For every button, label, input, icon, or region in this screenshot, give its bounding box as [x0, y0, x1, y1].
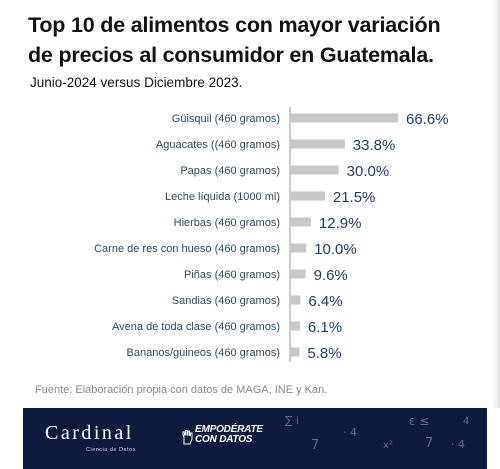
- title-line-2: de precios al consumidor en Guatemala.: [28, 43, 434, 67]
- bar: [290, 113, 398, 123]
- bar-chart: Güisquil (460 gramos) 66.6% Aguacates ((46…: [94, 107, 449, 362]
- category-label: Hierbas (460 gramos): [174, 217, 280, 229]
- data-label: 10.0%: [314, 241, 357, 258]
- decor-formula-6: 7: [425, 436, 434, 451]
- decor-formula-2: 7: [311, 438, 320, 453]
- bar: [290, 269, 306, 279]
- data-label: 9.6%: [314, 267, 348, 284]
- data-label: 12.9%: [319, 215, 362, 232]
- category-label: Avena de toda clase (460 gramos): [112, 321, 280, 333]
- data-label: 6.1%: [308, 319, 342, 336]
- empoderate-logo: EMPODÉRATE CON DATOS: [195, 425, 263, 445]
- source-note: Fuente: Elaboración propia con datos de …: [35, 384, 328, 396]
- category-label: Aguacates ((460 gramos): [156, 139, 280, 151]
- decor-formula-4: x²: [383, 440, 393, 451]
- chart-title: Top 10 de alimentos con mayor variación …: [28, 10, 498, 70]
- bar: [290, 243, 307, 253]
- footer-banner: Cardinal Ciencia de Datos EMPODÉRATE CON…: [23, 408, 487, 469]
- decor-formula-3: · 4: [343, 426, 357, 439]
- bar: [290, 321, 300, 331]
- data-label: 6.4%: [308, 293, 342, 310]
- category-label: Leche líquida (1000 ml): [165, 191, 280, 203]
- bar: [290, 217, 311, 227]
- data-label: 33.8%: [353, 137, 396, 154]
- category-label: Piñas (460 gramos): [184, 269, 280, 281]
- cardinal-logo: Cardinal: [45, 422, 134, 444]
- category-label: Bananos/guineos (460 gramos): [127, 347, 280, 359]
- category-label: Güisquil (460 gramos): [172, 113, 280, 125]
- bar: [290, 191, 325, 201]
- data-label: 66.6%: [406, 111, 449, 128]
- decor-formula-7: · 4: [451, 438, 465, 451]
- decor-formula-8: 4: [463, 416, 470, 427]
- title-line-1: Top 10 de alimentos con mayor variación: [28, 13, 441, 37]
- data-label: 5.8%: [307, 345, 341, 362]
- category-label: Carne de res con hueso (460 gramos): [94, 243, 280, 255]
- decor-formula-1: ∑ i: [285, 414, 299, 427]
- empoderate-line-1: EMPODÉRATE: [195, 424, 263, 435]
- bar: [290, 165, 339, 175]
- page-edge-shadow: [492, 0, 500, 408]
- bar: [290, 347, 300, 357]
- hand-icon: [182, 430, 193, 445]
- data-label: 30.0%: [347, 163, 390, 180]
- decor-formula-5: ε ≤: [409, 414, 430, 428]
- bar: [290, 139, 345, 149]
- category-label: Sandias (460 gramos): [172, 295, 280, 307]
- chart-subtitle: Junio-2024 versus Diciembre 2023.: [30, 75, 243, 90]
- category-label: Papas (460 gramos): [180, 165, 280, 177]
- data-label: 21.5%: [333, 189, 376, 206]
- cardinal-tagline: Ciencia de Datos: [86, 447, 136, 453]
- empoderate-line-2: CON DATOS: [195, 434, 253, 445]
- bar: [290, 295, 301, 305]
